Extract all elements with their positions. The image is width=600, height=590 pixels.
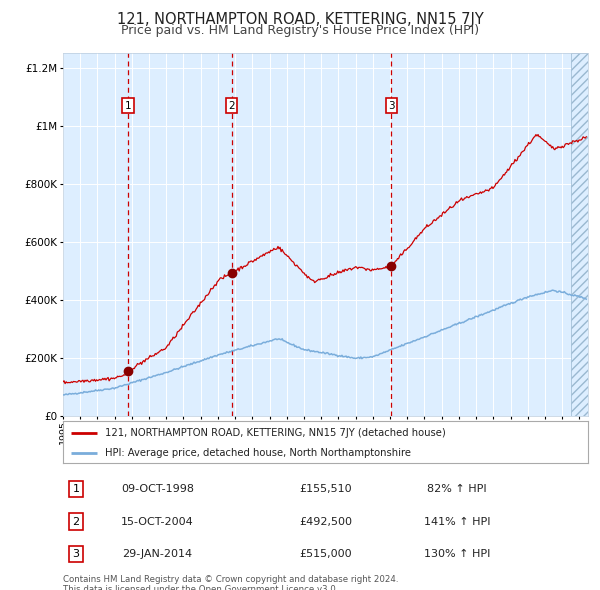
Text: 2: 2 <box>228 101 235 111</box>
Text: 1: 1 <box>73 484 80 494</box>
Text: 2: 2 <box>73 517 80 526</box>
Text: 3: 3 <box>73 549 80 559</box>
Text: 1: 1 <box>125 101 131 111</box>
Text: 09-OCT-1998: 09-OCT-1998 <box>121 484 194 494</box>
Text: £515,000: £515,000 <box>299 549 352 559</box>
Text: Price paid vs. HM Land Registry's House Price Index (HPI): Price paid vs. HM Land Registry's House … <box>121 24 479 37</box>
Text: £492,500: £492,500 <box>299 517 352 526</box>
Text: HPI: Average price, detached house, North Northamptonshire: HPI: Average price, detached house, Nort… <box>105 448 411 457</box>
Text: 121, NORTHAMPTON ROAD, KETTERING, NN15 7JY: 121, NORTHAMPTON ROAD, KETTERING, NN15 7… <box>116 12 484 27</box>
Text: 3: 3 <box>388 101 395 111</box>
Text: £155,510: £155,510 <box>299 484 352 494</box>
Bar <box>571 53 596 416</box>
Text: 141% ↑ HPI: 141% ↑ HPI <box>424 517 490 526</box>
Text: 29-JAN-2014: 29-JAN-2014 <box>122 549 193 559</box>
Text: Contains HM Land Registry data © Crown copyright and database right 2024.
This d: Contains HM Land Registry data © Crown c… <box>63 575 398 590</box>
Text: 130% ↑ HPI: 130% ↑ HPI <box>424 549 490 559</box>
Text: 82% ↑ HPI: 82% ↑ HPI <box>427 484 487 494</box>
Text: 15-OCT-2004: 15-OCT-2004 <box>121 517 194 526</box>
Text: 121, NORTHAMPTON ROAD, KETTERING, NN15 7JY (detached house): 121, NORTHAMPTON ROAD, KETTERING, NN15 7… <box>105 428 446 438</box>
